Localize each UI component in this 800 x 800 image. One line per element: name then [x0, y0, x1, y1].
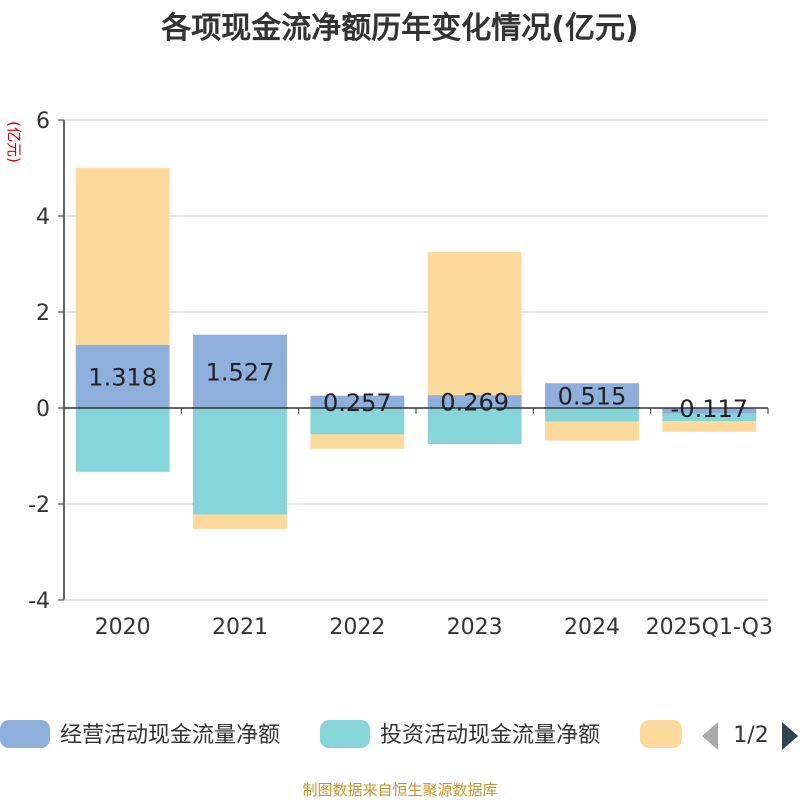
bars [75, 168, 757, 529]
y-tick-label: 6 [36, 109, 50, 134]
data-label: 0.257 [323, 389, 392, 417]
x-tick-label: 2025Q1-Q3 [646, 615, 773, 640]
chart-title: 各项现金流净额历年变化情况(亿元) [160, 11, 638, 46]
bar-series3-2022 [310, 434, 405, 449]
data-label: 0.515 [558, 383, 627, 411]
y-tick-label: 4 [36, 205, 50, 230]
bar-series3-2021 [193, 514, 287, 529]
data-label: 0.269 [440, 389, 509, 417]
bar-series2-2021 [193, 408, 287, 515]
bar-series1-2024 [545, 383, 639, 408]
legend-label-2[interactable]: 投资活动现金流量净额 [380, 723, 600, 748]
legend-swatch-1[interactable] [0, 720, 50, 748]
bar-series1-2020 [75, 344, 170, 408]
y-axis-unit-label: (亿元) [5, 121, 23, 163]
data-label: 1.318 [88, 363, 157, 391]
bar-series3-2023 [427, 252, 522, 396]
data-labels: 1.318 1.527 0.257 0.269 0.515 -0.117 [88, 358, 748, 423]
bar-series2-2023 [427, 408, 522, 444]
legend-label-1[interactable]: 经营活动现金流量净额 [60, 723, 280, 748]
bar-series3-2025Q1-Q3 [662, 421, 757, 432]
x-tick-label: 2022 [329, 615, 385, 640]
data-source-note: 制图数据来自恒生聚源数据库 [302, 781, 497, 799]
bar-series2-2025Q1-Q3 [662, 413, 757, 422]
bar-series3-2024 [545, 421, 639, 441]
bar-series1-2021 [193, 334, 287, 408]
x-tick-label: 2023 [447, 615, 503, 640]
legend-page-indicator: 1/2 [733, 723, 768, 748]
triangle-left-icon[interactable] [702, 722, 718, 750]
bar-series2-2024 [545, 408, 639, 422]
legend: 经营活动现金流量净额 投资活动现金流量净额 1/2 [0, 720, 798, 750]
data-label: -0.117 [671, 395, 748, 423]
legend-swatch-2[interactable] [320, 720, 370, 748]
axes: -4 -2 0 2 4 6 2020 2021 2022 2023 2024 2025Q1-Q3 [28, 109, 773, 640]
triangle-right-icon[interactable] [782, 722, 798, 750]
x-tick-label: 2020 [95, 615, 151, 640]
y-tick-label: 0 [36, 397, 50, 422]
bar-series1-2025Q1-Q3 [662, 408, 757, 414]
bar-series2-2020 [75, 408, 170, 472]
bar-series1-2023 [427, 395, 522, 408]
y-tick-label: 2 [36, 301, 50, 326]
bar-series2-2022 [310, 408, 405, 435]
x-tick-label: 2021 [212, 615, 268, 640]
bar-series3-2020 [75, 168, 170, 345]
y-tick-label: -2 [28, 493, 50, 518]
legend-swatch-3[interactable] [640, 720, 682, 748]
x-tick-label: 2024 [564, 615, 620, 640]
y-tick-label: -4 [28, 589, 50, 614]
data-label: 1.527 [206, 358, 275, 386]
bar-series1-2022 [310, 395, 405, 408]
